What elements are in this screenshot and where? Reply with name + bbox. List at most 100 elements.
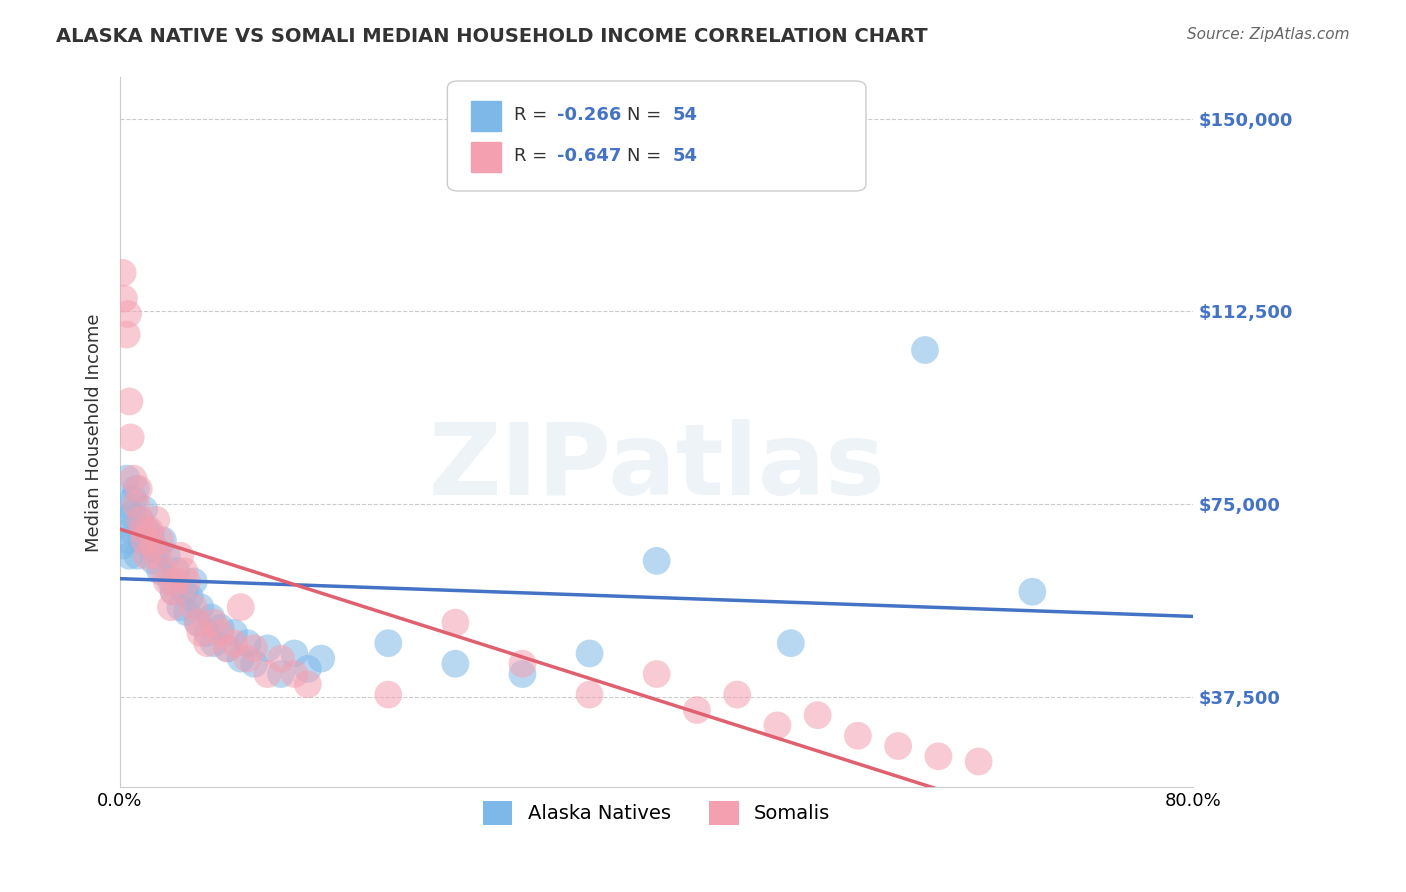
Point [129,513,152,527]
Point [283,667,305,681]
Text: R =: R = [515,147,553,165]
Point [297,662,319,676]
Point [142,554,165,568]
Point [807,708,830,723]
Point [165,564,187,578]
Point [217,641,239,656]
Point [156,549,179,563]
Point [444,657,467,671]
Point [160,574,183,589]
Point [887,739,910,753]
Text: N =: N = [627,147,666,165]
Point [176,605,198,619]
Point [444,615,467,630]
Point [114,497,136,511]
Point [512,667,534,681]
Point [127,549,149,563]
Text: 54: 54 [672,147,697,165]
Point [846,729,869,743]
Point [377,636,399,650]
Point [165,574,187,589]
Point [162,584,184,599]
Point [256,667,278,681]
Bar [471,101,501,130]
Point [138,538,160,552]
Point [645,667,668,681]
Point [578,647,600,661]
Text: -0.266: -0.266 [557,106,621,124]
Point [236,636,259,650]
Point [183,600,205,615]
Point [297,677,319,691]
Point [122,472,145,486]
Point [283,647,305,661]
Point [187,615,209,630]
Point [645,554,668,568]
Point [111,266,134,280]
Point [111,538,134,552]
Point [115,472,138,486]
Point [169,549,191,563]
Point [120,430,142,444]
Point [120,523,142,537]
Point [132,523,155,537]
Point [125,482,148,496]
Text: Source: ZipAtlas.com: Source: ZipAtlas.com [1187,27,1350,42]
Point [146,549,169,563]
Point [377,688,399,702]
Point [152,533,174,548]
Text: ZIPatlas: ZIPatlas [429,419,886,516]
Point [229,651,252,665]
Point [146,543,169,558]
Text: R =: R = [515,106,553,124]
Point [142,538,165,552]
Point [112,513,135,527]
Point [156,574,179,589]
Point [209,626,232,640]
Point [256,641,278,656]
Point [160,600,183,615]
Text: ALASKA NATIVE VS SOMALI MEDIAN HOUSEHOLD INCOME CORRELATION CHART: ALASKA NATIVE VS SOMALI MEDIAN HOUSEHOLD… [56,27,928,45]
Bar [471,142,501,172]
Point [183,574,205,589]
Point [236,651,259,665]
Point [176,574,198,589]
Point [149,564,172,578]
Point [1021,584,1043,599]
Point [135,549,157,563]
Point [195,636,218,650]
Point [179,590,201,604]
Point [222,636,245,650]
Point [128,482,150,496]
Point [169,600,191,615]
Point [222,626,245,640]
Point [125,497,148,511]
Point [209,621,232,635]
Point [118,549,141,563]
Point [927,749,949,764]
Text: -0.647: -0.647 [557,147,621,165]
Point [122,492,145,507]
Point [138,523,160,537]
Point [121,508,143,522]
Text: N =: N = [627,106,666,124]
Point [129,513,152,527]
Point [202,615,225,630]
Point [162,584,184,599]
Point [686,703,709,717]
Point [135,523,157,537]
Point [725,688,748,702]
Point [766,718,789,732]
Point [309,651,332,665]
Point [134,533,156,548]
Point [139,528,162,542]
Point [512,657,534,671]
Point [243,657,266,671]
Legend: Alaska Natives, Somalis: Alaska Natives, Somalis [474,791,841,834]
Point [195,626,218,640]
Point [131,533,153,548]
Text: 54: 54 [672,106,697,124]
Point [578,688,600,702]
Point [779,636,801,650]
Point [190,626,212,640]
